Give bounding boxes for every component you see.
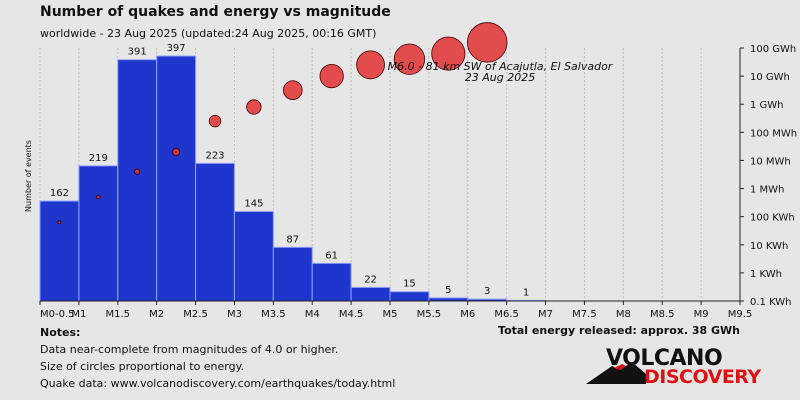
bar-count-label: 219 <box>89 153 108 164</box>
energy-tick-label: 100 GWh <box>750 44 796 55</box>
y-axis-label: Number of events <box>24 140 33 212</box>
bar-count-label: 1 <box>523 287 529 298</box>
histogram-bar <box>389 291 430 302</box>
energy-circle <box>57 220 62 225</box>
energy-tick-label: 100 MWh <box>750 128 797 139</box>
notes-line-circles: Size of circles proportional to energy. <box>40 360 245 373</box>
histogram-bar <box>39 200 80 302</box>
histogram-bar <box>117 59 158 302</box>
bar-count-label: 162 <box>50 188 69 199</box>
volcano-logo-icon <box>586 362 646 384</box>
bar-count-label: 391 <box>128 47 147 58</box>
energy-circle <box>96 194 101 200</box>
energy-tick-label: 1 MWh <box>750 185 784 196</box>
histogram-bar <box>78 165 119 302</box>
bar-count-label: 61 <box>325 250 338 261</box>
energy-circle <box>282 80 303 100</box>
x-tick-label: M7.5 <box>572 309 597 320</box>
energy-circle <box>431 36 466 71</box>
bar-count-label: 3 <box>484 286 490 297</box>
energy-circle <box>208 114 222 128</box>
notes-block: Notes: Data near-complete from magnitude… <box>40 324 395 392</box>
x-tick-label: M9.5 <box>728 309 753 320</box>
x-tick-label: M1.5 <box>106 309 131 320</box>
energy-tick-label: 1 KWh <box>750 269 782 280</box>
energy-tick-label: 10 MWh <box>750 156 791 167</box>
bar-count-label: 87 <box>286 234 299 245</box>
histogram-bar <box>311 262 352 302</box>
histogram-bar <box>350 286 391 302</box>
energy-tick-label: 10 KWh <box>750 241 788 252</box>
notes-heading: Notes: <box>40 326 81 339</box>
x-tick-label: M2 <box>149 309 164 320</box>
x-tick-label: M3 <box>227 309 242 320</box>
energy-tick-label: 1 GWh <box>750 100 784 111</box>
energy-circle <box>134 168 141 175</box>
bar-count-label: 145 <box>244 199 263 210</box>
x-tick-label: M4 <box>305 309 320 320</box>
volcanodiscovery-logo: VOLCANO DISCOVERY <box>586 346 761 388</box>
x-tick-label: M1 <box>71 309 86 320</box>
histogram-bar <box>272 246 313 302</box>
x-tick-label: M4.5 <box>339 309 364 320</box>
bar-count-label: 22 <box>364 274 377 285</box>
histogram-bar <box>195 162 235 302</box>
x-tick-label: M9 <box>694 309 709 320</box>
total-energy-label: Total energy released: approx. 38 GWh <box>498 324 740 337</box>
energy-tick-label: 100 KWh <box>750 213 795 224</box>
notes-line-source: Quake data: www.volcanodiscovery.com/ear… <box>40 377 396 390</box>
x-tick-label: M6.5 <box>494 309 519 320</box>
bar-count-label: 5 <box>445 285 451 296</box>
annotation-event-label: M6.0 - 81 km SW of Acajutla, El Salvador <box>388 60 614 73</box>
energy-tick-label: 0.1 KWh <box>750 297 792 308</box>
x-tick-label: M7 <box>538 309 553 320</box>
energy-tick-label: 10 GWh <box>750 72 790 83</box>
energy-circle <box>393 43 426 75</box>
notes-line-completeness: Data near-complete from magnitudes of 4.… <box>40 343 339 356</box>
x-tick-label: M0-0.5 <box>40 309 75 320</box>
bar-count-label: 15 <box>403 279 416 290</box>
logo-word-discovery: DISCOVERY <box>644 366 761 388</box>
x-tick-label: M3.5 <box>261 309 286 320</box>
x-tick-label: M5.5 <box>417 309 442 320</box>
x-tick-label: M8 <box>616 309 631 320</box>
x-tick-label: M6 <box>460 309 475 320</box>
histogram-bar <box>233 211 274 302</box>
energy-circle <box>466 22 508 63</box>
energy-circle <box>319 63 344 89</box>
energy-circle <box>356 50 385 80</box>
logo-word-volcano: VOLCANO <box>606 346 723 371</box>
chart-subtitle: worldwide - 23 Aug 2025 (updated:24 Aug … <box>40 27 377 40</box>
x-tick-label: M5 <box>383 309 398 320</box>
chart-title: Number of quakes and energy vs magnitude <box>40 4 391 20</box>
energy-circle <box>246 99 262 115</box>
energy-circle <box>172 148 181 157</box>
annotation-date-label: 23 Aug 2025 <box>465 71 535 84</box>
bar-count-label: 397 <box>167 43 186 54</box>
bar-count-label: 223 <box>205 150 224 161</box>
x-tick-label: M8.5 <box>650 309 675 320</box>
x-tick-label: M2.5 <box>183 309 208 320</box>
histogram-bar <box>156 55 197 302</box>
